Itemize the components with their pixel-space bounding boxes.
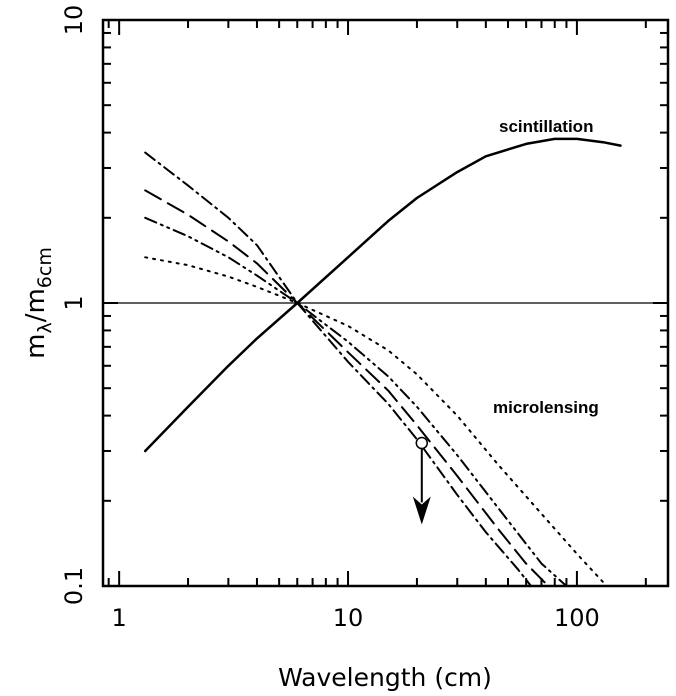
series-layer <box>143 137 622 587</box>
y-label-sub-lambda: λ <box>34 322 56 333</box>
y-label-base: m <box>21 334 51 359</box>
y-tick-label: 1 <box>60 295 88 310</box>
series-dotted <box>144 256 608 587</box>
axis-ticks <box>103 19 668 587</box>
series-dash-dot-dot <box>144 216 568 587</box>
y-tick-label: 10 <box>60 5 88 36</box>
upper-limit-layer <box>412 436 431 525</box>
series-long-dash <box>144 189 550 587</box>
annotation-scintillation: scintillation <box>499 117 593 136</box>
x-tick-label: 1 <box>112 604 127 632</box>
series-dash-dot <box>144 151 532 587</box>
x-tick-label: 100 <box>554 604 600 632</box>
x-axis-label: Wavelength (cm) <box>278 663 492 692</box>
y-tick-label: 0.1 <box>60 567 88 605</box>
annotation-microlensing: microlensing <box>493 398 599 417</box>
series-solid <box>143 137 622 453</box>
y-axis-label: mλ/m6cm <box>21 247 56 359</box>
y-label-sub-6cm: 6cm <box>34 247 56 288</box>
y-label-slash: /m <box>21 288 51 322</box>
upper-limit-point <box>415 436 429 450</box>
upper-limit-arrow-head <box>412 496 431 525</box>
x-tick-label: 10 <box>333 604 364 632</box>
